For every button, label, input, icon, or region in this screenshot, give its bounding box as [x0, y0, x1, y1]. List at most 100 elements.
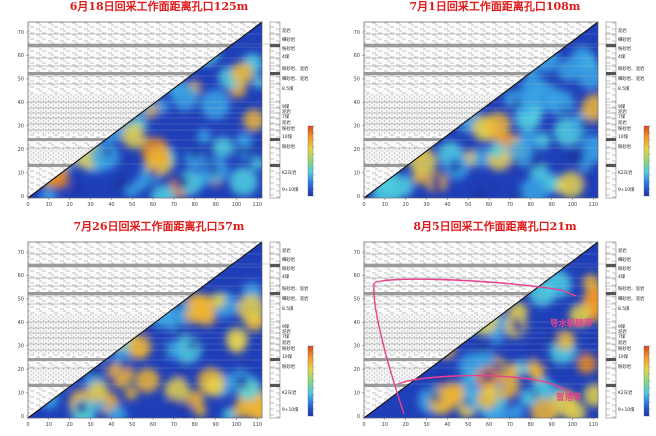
y-tick-label: 20 [354, 147, 360, 153]
x-tick-label: 50 [465, 422, 471, 428]
y-tick-label: 70 [18, 250, 24, 256]
stratum-label: 4煤 [282, 53, 290, 60]
stratum-label: K2灰岩 [282, 389, 297, 396]
section-panel-1: 6月18日回采工作面距离孔口125m 0 10 20 30 40 50 60 70 80 90 10… [0, 0, 318, 210]
x-tick-label: 50 [129, 422, 135, 428]
stratum-label: K2灰岩 [618, 389, 633, 396]
x-tick-label: 70 [507, 202, 513, 208]
x-tick-label: 80 [192, 202, 198, 208]
colorbar [643, 125, 650, 197]
x-tick-label: 110 [589, 422, 599, 428]
stratum-label: 8.5煤 [618, 305, 630, 312]
stratum-label: K2灰岩 [282, 169, 297, 176]
y-tick-label: 30 [354, 124, 360, 130]
stratum-label: 细砂岩、泥岩 [618, 295, 645, 302]
y-tick-label: 0 [357, 414, 360, 420]
stratum-label: 8.5煤 [282, 85, 294, 92]
y-tick-label: 70 [18, 30, 24, 36]
fracture-zone-boundary [373, 283, 405, 415]
stratum-label: 10煤 [618, 353, 629, 360]
stratum-label: 粉砂岩 [618, 265, 632, 272]
section-panel-2: 7月1日回采工作面距离孔口108m 0 10 20 30 40 50 60 70 80 90 100… [336, 0, 654, 210]
stratum-label: 粉砂岩 [618, 143, 632, 150]
stratum-label: 细砂岩、泥岩 [282, 295, 309, 302]
y-tick-label: 70 [354, 30, 360, 36]
y-tick-label: 10 [18, 170, 24, 176]
stratum-label: 粉砂岩 [282, 125, 296, 132]
stratum-label: 7煤 [282, 333, 290, 340]
stratum-label: 粉砂岩 [282, 345, 296, 352]
stratum-label: 粉砂岩、泥岩 [282, 65, 309, 72]
x-tick-label: 100 [568, 422, 578, 428]
stratum-label: 粉砂岩 [618, 363, 632, 370]
stratum-label: 10煤 [282, 353, 293, 360]
x-tick-label: 40 [444, 202, 450, 208]
x-tick-label: 110 [253, 202, 263, 208]
stratum-label: 细砂岩、泥岩 [282, 75, 309, 82]
stratum-label: 细砂岩 [618, 36, 632, 43]
stratum-label: 10煤 [618, 133, 629, 140]
colorbar [643, 345, 650, 417]
stratum-label: 细砂岩 [282, 256, 296, 263]
stratum-label: 4煤 [618, 53, 626, 60]
y-tick-label: 20 [354, 367, 360, 373]
y-tick-label: 40 [18, 100, 24, 106]
stratum-label: 4煤 [282, 273, 290, 280]
stratum-label: 粉砂岩 [618, 45, 632, 52]
stratum-label: 9+10煤 [282, 406, 299, 413]
y-tick-label: 0 [357, 194, 360, 200]
x-tick-label: 20 [403, 202, 409, 208]
y-tick-label: 30 [18, 124, 24, 130]
stratum-label: 9煤 [618, 103, 626, 110]
stratum-label: 泥岩 [618, 339, 627, 346]
x-tick-label: 80 [528, 202, 534, 208]
x-tick-label: 100 [232, 202, 242, 208]
x-tick-label: 60 [486, 202, 492, 208]
y-tick-label: 50 [18, 297, 24, 303]
x-tick-label: 90 [548, 202, 554, 208]
stratum-label: 粉砂岩、泥岩 [618, 65, 645, 72]
stratum-label: 8.5煤 [282, 305, 294, 312]
y-tick-label: 70 [354, 250, 360, 256]
y-tick-label: 60 [354, 273, 360, 279]
stratum-label: 7煤 [282, 113, 290, 120]
colorbar [307, 345, 314, 417]
stratum-label: 9煤 [282, 323, 290, 330]
fracture-zone-label: 导水裂隙带 [550, 318, 593, 329]
stratum-label: 泥岩 [282, 328, 291, 335]
x-tick-label: 10 [46, 422, 52, 428]
y-tick-label: 20 [18, 367, 24, 373]
x-tick-label: 40 [108, 202, 114, 208]
x-tick-label: 30 [87, 422, 93, 428]
stratum-label: 泥岩 [618, 328, 627, 335]
x-tick-label: 60 [486, 422, 492, 428]
x-tick-label: 70 [171, 422, 177, 428]
stratum-label: 9+10煤 [618, 186, 635, 193]
x-tick-label: 20 [67, 202, 73, 208]
stratum-label: 粉砂岩 [618, 345, 632, 352]
x-tick-label: 110 [253, 422, 263, 428]
x-tick-label: 90 [212, 422, 218, 428]
stratum-label: 10煤 [282, 133, 293, 140]
panel-title: 7月1日回采工作面距离孔口108m [409, 0, 581, 13]
stratum-label: 粉砂岩、泥岩 [282, 285, 309, 292]
stratum-label: 粉砂岩、泥岩 [618, 285, 645, 292]
stratum-label: 细砂岩 [618, 256, 632, 263]
stratum-label: 泥岩 [282, 339, 291, 346]
panel-title: 8月5日回采工作面距离孔口21m [413, 220, 577, 233]
x-tick-label: 100 [568, 202, 578, 208]
y-tick-label: 40 [18, 320, 24, 326]
x-tick-label: 10 [46, 202, 52, 208]
x-tick-label: 30 [87, 202, 93, 208]
stratum-label: 7煤 [618, 333, 626, 340]
x-tick-label: 110 [589, 202, 599, 208]
section-panel-4: 8月5日回采工作面距离孔口21m 0 10 20 30 40 50 60 70 80 90 100 1… [336, 220, 654, 430]
y-tick-label: 40 [354, 100, 360, 106]
x-tick-label: 50 [129, 202, 135, 208]
x-tick-label: 30 [423, 202, 429, 208]
y-tick-label: 0 [21, 194, 24, 200]
y-tick-label: 0 [21, 414, 24, 420]
stratum-label: 泥岩 [282, 119, 291, 126]
panel-title: 7月26日回采工作面距离孔口57m [73, 220, 245, 233]
x-tick-label: 80 [192, 422, 198, 428]
